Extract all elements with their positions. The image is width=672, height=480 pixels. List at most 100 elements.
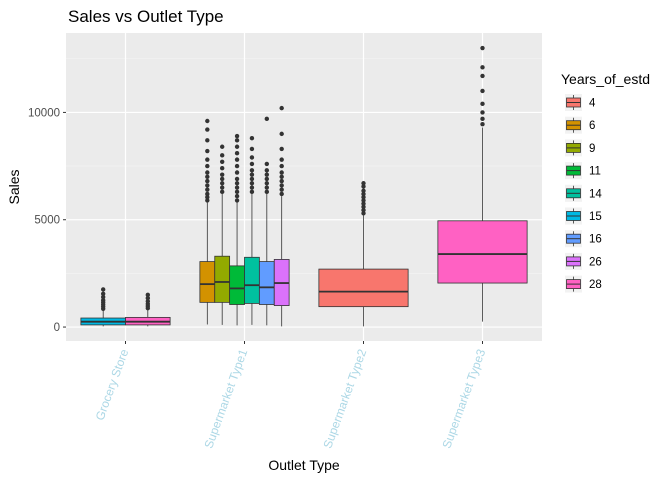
legend-key-4 <box>565 94 582 111</box>
box-iqr <box>258 261 275 305</box>
box-supermarket-type2-4 <box>318 181 409 327</box>
box-iqr <box>229 265 245 305</box>
legend-label: 15 <box>589 211 602 223</box>
outlier-point <box>219 176 225 182</box>
x-tick-label: Grocery Store <box>93 347 132 422</box>
outlier-point <box>100 291 106 296</box>
y-tick-label: 5000 <box>34 215 60 227</box>
outlier-point <box>205 187 210 192</box>
legend-title: Years_of_estd <box>561 71 650 87</box>
outlier-point <box>205 194 210 200</box>
outlier-point <box>279 170 284 175</box>
outlier-point <box>361 204 366 210</box>
outlier-point <box>145 292 151 298</box>
outlier-point <box>264 181 270 186</box>
outlier-point <box>234 163 240 169</box>
outlier-point <box>279 178 284 184</box>
outlier-point <box>279 183 284 188</box>
legend-label: 11 <box>589 166 601 178</box>
outlier-point <box>234 170 240 175</box>
outlier-point <box>205 118 210 124</box>
outlier-point <box>361 188 366 193</box>
legend: Years_of_estd 4 6 9 11 14 15 16 26 28 <box>561 71 650 293</box>
outlier-point <box>205 157 210 162</box>
x-tick-label: Supermarket Type3 <box>439 347 488 450</box>
box-layer <box>80 45 528 327</box>
outlier-point <box>205 127 210 132</box>
legend-key-15 <box>565 207 582 225</box>
box-supermarket-type1-9 <box>214 144 231 325</box>
outlier-point <box>361 184 366 189</box>
box-supermarket-type1-26 <box>273 105 290 327</box>
y-axis-title: Sales <box>6 169 22 204</box>
outlier-point <box>480 122 485 127</box>
outlier-point <box>279 163 284 169</box>
box-iqr <box>214 255 231 303</box>
outlier-point <box>249 181 255 186</box>
outlier-point <box>205 178 210 184</box>
outlier-point <box>249 146 255 152</box>
outlier-point <box>279 146 284 152</box>
outlier-point <box>219 181 225 186</box>
y-axis: 0 5000 10000 <box>28 107 66 334</box>
legend-label: 16 <box>589 234 602 246</box>
outlier-point <box>219 185 225 190</box>
outlier-point <box>145 295 151 301</box>
box-iqr <box>437 220 528 284</box>
legend-key-14 <box>565 184 582 202</box>
outlier-point <box>249 168 255 173</box>
outlier-point <box>219 159 225 164</box>
outlier-point <box>145 299 151 304</box>
outlier-point <box>361 181 366 186</box>
legend-label: 9 <box>589 143 595 155</box>
plot-panel <box>66 33 542 341</box>
outlier-point <box>205 183 210 188</box>
outlier-point <box>234 150 240 156</box>
outlier-point <box>205 138 210 143</box>
outlier-point <box>264 176 270 182</box>
outlier-point <box>264 172 270 177</box>
outlier-point <box>249 161 255 167</box>
outlier-point <box>480 101 485 107</box>
legend-label: 4 <box>589 98 596 110</box>
box-supermarket-type3-28 <box>437 45 528 322</box>
outlier-point <box>361 207 366 213</box>
x-tick-label: Supermarket Type1 <box>201 347 250 450</box>
outlier-point <box>361 194 366 200</box>
box-supermarket-type1-16 <box>258 116 275 326</box>
outlier-point <box>480 110 485 115</box>
outlier-point <box>249 155 255 160</box>
outlier-point <box>361 211 366 216</box>
outlier-point <box>234 193 240 199</box>
outlier-point <box>219 153 225 158</box>
legend-key-11 <box>565 162 582 180</box>
outlier-point <box>480 45 485 51</box>
outlier-point <box>219 172 225 177</box>
outlier-point <box>279 105 284 111</box>
outlier-point <box>264 185 270 190</box>
outlier-point <box>234 176 240 182</box>
legend-key-16 <box>565 230 582 248</box>
y-tick-label: 0 <box>54 322 60 334</box>
legend-key-9 <box>565 139 582 157</box>
legend-label: 6 <box>589 120 595 132</box>
box-supermarket-type1-11 <box>229 133 245 326</box>
legend-key-26 <box>565 252 582 270</box>
outlier-point <box>264 161 270 167</box>
box-iqr <box>244 256 260 304</box>
outlier-point <box>205 148 210 154</box>
outlier-point <box>234 138 240 143</box>
chart-title: Sales vs Outlet Type <box>68 7 224 26</box>
outlier-point <box>205 198 210 203</box>
outlier-point <box>234 157 240 162</box>
outlier-point <box>219 189 225 195</box>
outlier-point <box>264 189 270 195</box>
outlier-point <box>279 187 284 192</box>
box-iqr <box>199 261 216 303</box>
outlier-point <box>205 163 210 169</box>
outlier-point <box>480 73 485 79</box>
legend-label: 28 <box>589 279 602 291</box>
outlier-point <box>205 191 210 197</box>
outlier-point <box>234 198 240 203</box>
